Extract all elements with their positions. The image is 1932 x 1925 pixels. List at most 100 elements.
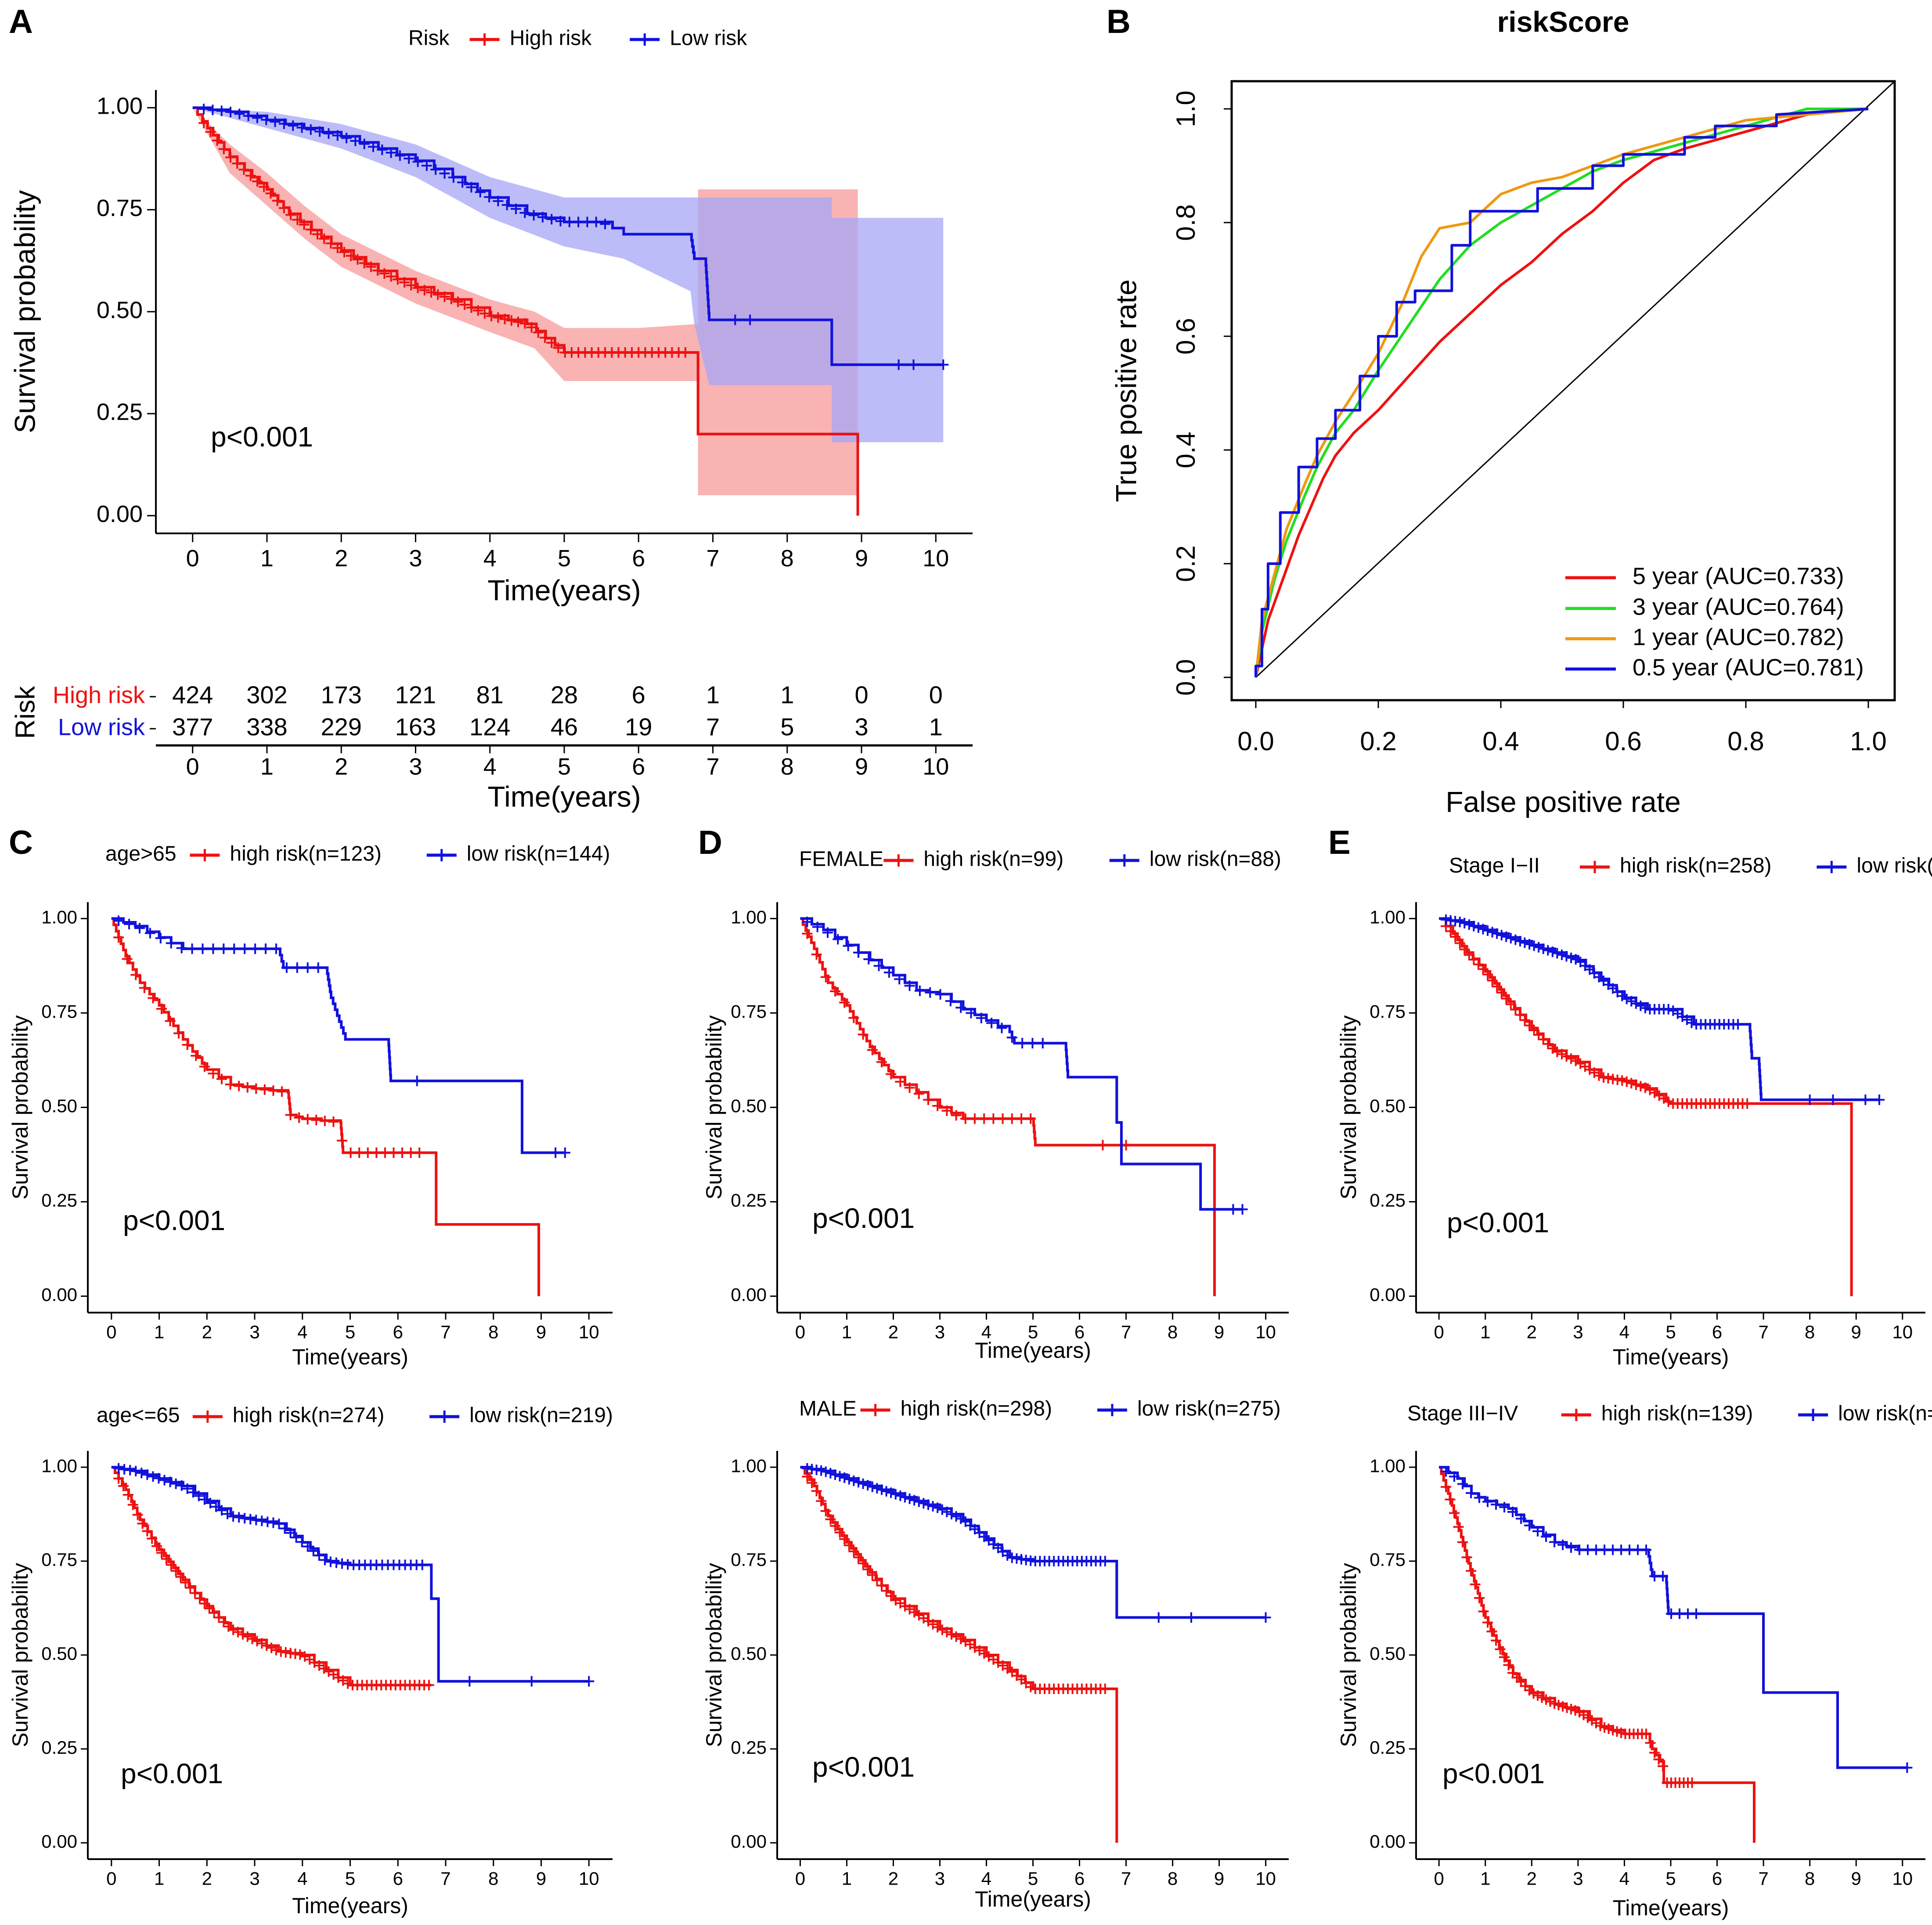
x-tick-label: 5: [1028, 1322, 1038, 1342]
y-tick-label: 0.75: [731, 1549, 767, 1570]
censor-mark: [862, 1564, 873, 1575]
censor-mark: [222, 1508, 233, 1519]
censor-mark: [811, 1486, 822, 1497]
censor-mark: [130, 969, 141, 980]
censor-mark: [475, 187, 486, 198]
table-cell: 5: [780, 713, 794, 741]
y-axis-label: Survival probability: [702, 1015, 726, 1200]
censor-mark: [278, 202, 289, 213]
censor-mark: [1459, 918, 1470, 928]
x-tick-label: 7: [1758, 1868, 1768, 1889]
roc-curve-1: [1254, 108, 1868, 678]
x-tick-label: 7: [706, 545, 719, 572]
censor-mark: [528, 210, 539, 221]
censor-mark: [1561, 1051, 1572, 1062]
panel-label: C: [9, 824, 33, 861]
censor-mark: [1466, 1487, 1477, 1498]
censor-mark: [858, 1478, 869, 1489]
censor-mark: [313, 962, 324, 973]
censor-mark: [937, 1504, 948, 1515]
censor-mark: [945, 996, 956, 1007]
censor-mark: [337, 1558, 348, 1569]
censor-mark: [909, 1495, 920, 1506]
censor-mark: [153, 1473, 164, 1484]
x-tick-label: 6: [1074, 1868, 1085, 1889]
censor-mark: [1566, 1542, 1577, 1553]
censor-mark: [292, 962, 303, 973]
censor-mark: [272, 195, 283, 206]
censor-mark: [136, 1468, 147, 1479]
censor-mark: [1487, 927, 1498, 938]
x-tick-label: 8: [781, 545, 794, 572]
y-tick-label: 0.25: [731, 1190, 767, 1211]
censor-mark: [1482, 925, 1493, 936]
censor-mark: [1482, 1617, 1493, 1628]
censor-mark: [1016, 1113, 1027, 1124]
x-tick-label: 6: [1712, 1322, 1722, 1342]
censor-mark: [314, 1550, 324, 1561]
y-axis-label: Survival probability: [8, 1563, 32, 1747]
censor-mark: [555, 216, 566, 227]
censor-mark: [156, 1547, 167, 1558]
censor-mark: [1473, 922, 1484, 933]
censor-mark: [1441, 1482, 1452, 1493]
censor-mark: [125, 1464, 136, 1475]
censor-mark: [816, 1496, 827, 1507]
x-tick-label: 2: [1527, 1868, 1537, 1889]
legend-title: MALE: [799, 1397, 857, 1421]
censor-mark: [266, 1642, 277, 1653]
table-cell: 3: [854, 713, 868, 741]
x-tick-label: 4: [297, 1868, 307, 1889]
censor-mark: [148, 993, 159, 1004]
y-tick-label: 0.50: [1370, 1096, 1406, 1116]
y-tick-label: 1.00: [97, 93, 143, 119]
censor-mark: [881, 1585, 892, 1596]
censor-mark: [997, 1113, 1008, 1124]
censor-mark: [1491, 1499, 1502, 1510]
censor-mark: [1441, 1466, 1452, 1477]
censor-mark: [404, 153, 415, 164]
censor-mark: [1541, 1531, 1552, 1542]
censor-mark: [526, 1676, 537, 1687]
censor-mark: [935, 989, 946, 1000]
censor-mark: [118, 1480, 129, 1491]
censor-mark: [853, 1552, 864, 1563]
y-tick-label: 0.50: [1370, 1643, 1406, 1664]
censor-mark: [937, 1624, 948, 1635]
censor-mark: [419, 284, 430, 295]
censor-mark: [1556, 1049, 1567, 1060]
censor-mark: [1482, 969, 1493, 980]
censor-mark: [368, 141, 379, 152]
censor-mark: [208, 943, 219, 954]
y-tick-label: 0.00: [41, 1831, 77, 1852]
x-tick-label: 2: [335, 545, 348, 572]
y-axis-label: Survival probability: [702, 1563, 726, 1747]
censor-mark: [216, 1505, 227, 1516]
x-tick-label: 6: [393, 1322, 403, 1342]
legend-label-low: low risk(n=219): [469, 1404, 613, 1427]
censor-mark: [501, 199, 512, 210]
x-tick-label: 0: [1434, 1868, 1444, 1889]
censor-mark: [1641, 1728, 1652, 1739]
censor-mark: [923, 1499, 934, 1510]
censor-mark: [265, 188, 276, 199]
censor-mark: [166, 1559, 177, 1570]
censor-mark: [276, 1086, 287, 1097]
censor-mark: [1658, 1571, 1669, 1582]
censor-mark: [812, 921, 823, 932]
legend-title: Stage I−II: [1449, 854, 1540, 878]
censor-mark: [904, 980, 915, 991]
censor-mark: [913, 1088, 924, 1099]
censor-mark: [1457, 1479, 1468, 1490]
legend-label-high: high risk(n=139): [1601, 1402, 1753, 1425]
censor-mark: [867, 1044, 878, 1055]
censor-mark: [285, 209, 296, 220]
censor-mark: [1514, 936, 1525, 947]
x-tick-label: 3: [249, 1868, 260, 1889]
censor-mark: [886, 1487, 897, 1498]
y-tick-label: 0.2: [1171, 545, 1200, 582]
censor-mark: [439, 168, 450, 179]
censor-mark: [829, 1469, 840, 1480]
censor-mark: [199, 1598, 210, 1609]
